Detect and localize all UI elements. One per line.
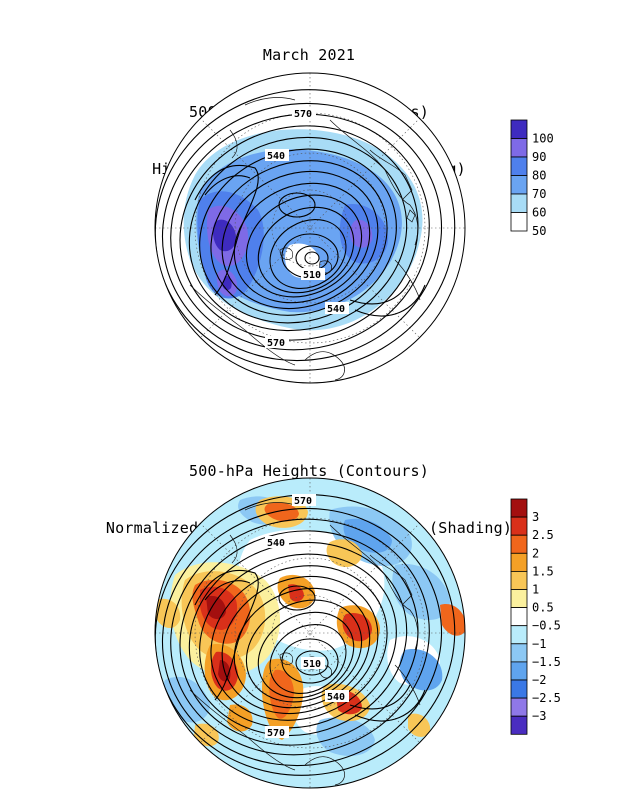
top-colorbar-label: 90 — [532, 150, 546, 164]
top-contour-label-540-s: 540 — [327, 304, 345, 315]
top-colorbar-label: 80 — [532, 169, 546, 183]
bottom-colorbar-swatch — [510, 571, 528, 590]
bottom-colorbar-swatch — [510, 625, 528, 645]
top-contour-label-510: 510 — [303, 270, 321, 281]
bottom-colorbar-swatch — [510, 607, 528, 627]
top-colorbar-label: 50 — [532, 224, 546, 238]
bottom-colorbar-label: 1 — [532, 583, 539, 597]
bottom-contour-labels: 570 540 510 540 570 — [265, 494, 349, 739]
top-contour-labels: 570 540 510 540 570 — [265, 107, 349, 349]
top-colorbar-swatch — [510, 193, 528, 213]
bottom-colorbar-label: 0.5 — [532, 601, 554, 615]
bottom-colorbar-swatch — [510, 715, 528, 735]
bottom-colorbar-swatch — [510, 697, 528, 717]
top-colorbar-label: 60 — [532, 206, 546, 220]
bottom-colorbar-label: 2.5 — [532, 528, 554, 542]
top-contour-label-570-s: 570 — [267, 338, 285, 349]
bottom-colorbar-label: −0.5 — [532, 619, 561, 633]
bottom-colorbar-swatch — [510, 679, 528, 699]
top-coastlines — [189, 97, 421, 381]
top-colorbar-label: 100 — [532, 132, 554, 146]
top-colorbar-swatch — [510, 175, 528, 195]
bottom-colorbar-swatch — [510, 661, 528, 681]
bottom-contour-label-570-s: 570 — [267, 728, 285, 739]
top-contour-label-570-n: 570 — [294, 109, 312, 120]
top-colorbar-swatch — [510, 138, 528, 158]
bottom-colorbar-label: 3 — [532, 510, 539, 524]
title-line-date: March 2021 — [262, 46, 356, 64]
top-colorbar-swatch — [510, 212, 528, 232]
bottom-colorbar-swatch — [510, 552, 528, 572]
bottom-colorbar-swatch — [510, 534, 528, 554]
top-colorbar: 100 90 80 70 60 50 — [510, 119, 554, 238]
bottom-colorbar-swatch — [510, 643, 528, 663]
bottom-coastlines — [189, 502, 421, 786]
top-polar-map: 570 540 510 540 570 — [154, 72, 466, 384]
top-map-boundary — [154, 72, 466, 384]
bottom-polar-map: 570 540 510 540 570 — [154, 477, 466, 789]
bottom-contour-label-540-n: 540 — [267, 538, 285, 549]
bottom-colorbar-label: −1.5 — [532, 655, 561, 669]
title-line-contours-2: 500-hPa Heights (Contours) — [189, 462, 429, 480]
bottom-colorbar-swatch — [510, 498, 528, 518]
bottom-colorbar-label: −2.5 — [532, 691, 561, 705]
bottom-colorbar-label: −1 — [532, 637, 546, 651]
bottom-map-boundary — [154, 477, 466, 789]
top-colorbar-label: 70 — [532, 187, 546, 201]
top-colorbar-swatch — [510, 119, 528, 139]
top-colorbar-swatch — [510, 156, 528, 176]
bottom-colorbar-label: −2 — [532, 673, 546, 687]
bottom-colorbar-swatch — [510, 589, 528, 609]
bottom-contour-label-510: 510 — [303, 659, 321, 670]
bottom-colorbar-label: 1.5 — [532, 564, 554, 578]
top-contour-label-540-n: 540 — [267, 151, 285, 162]
bottom-contour-label-540-s: 540 — [327, 692, 345, 703]
bottom-colorbar: 3 2.5 2 1.5 1 0.5 −0.5 −1 −1.5 −2 −2.5 −3 — [510, 498, 561, 735]
bottom-colorbar-swatch — [510, 516, 528, 536]
bottom-contour-label-570-n: 570 — [294, 496, 312, 507]
bottom-lat-lon-grid — [155, 478, 465, 788]
bottom-colorbar-label: 2 — [532, 546, 539, 560]
bottom-colorbar-label: −3 — [532, 709, 546, 723]
